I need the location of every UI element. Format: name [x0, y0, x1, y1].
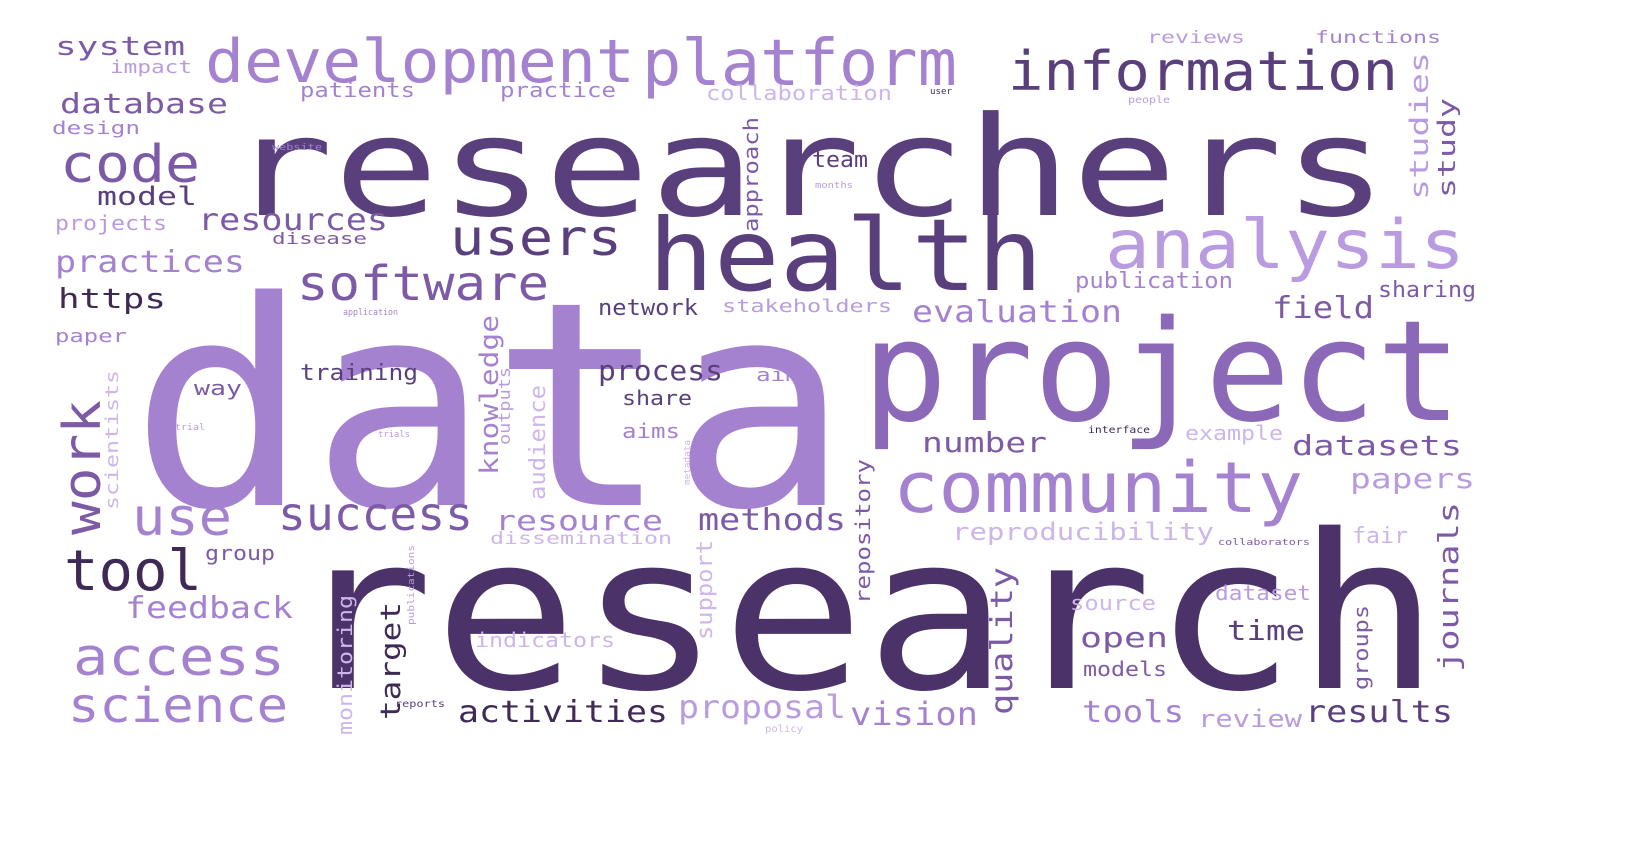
word-resources: resources	[198, 203, 388, 238]
word-projects: projects	[55, 211, 167, 235]
word-results: results	[1305, 695, 1453, 730]
word-analysis: analysis	[1105, 206, 1465, 285]
word-groups: groups	[1349, 605, 1373, 690]
word-design: design	[52, 118, 140, 139]
word-policy: policy	[765, 724, 803, 735]
word-datasets: datasets	[1292, 429, 1462, 462]
word-feedback: feedback	[125, 591, 293, 626]
word-collaboration: collaboration	[706, 81, 892, 105]
word-functions: functions	[1315, 28, 1441, 48]
word-team: team	[812, 148, 868, 173]
word-training: training	[300, 361, 418, 386]
word-dissemination: dissemination	[490, 529, 672, 549]
word-target: target	[374, 602, 407, 720]
word-research: research	[290, 488, 1440, 739]
word-database: database	[60, 87, 228, 120]
word-sharing: sharing	[1378, 278, 1476, 303]
word-tools: tools	[1082, 695, 1184, 730]
word-models: models	[1083, 657, 1167, 681]
word-platform: platform	[642, 27, 957, 101]
word-quality: quality	[985, 567, 1020, 715]
word-activities: activities	[458, 695, 668, 730]
word-community: community	[893, 447, 1303, 529]
word-methods: methods	[698, 503, 846, 538]
word-trials: trials	[378, 430, 410, 440]
word-outputs: outputs	[495, 367, 514, 445]
word-researchers: researchers	[228, 87, 1388, 248]
word-knowledge: knowledge	[475, 315, 505, 475]
word-vision: vision	[850, 695, 978, 733]
word-study: study	[1433, 98, 1461, 198]
word-open: open	[1080, 621, 1168, 654]
word-practice: practice	[500, 78, 616, 102]
word-proposal: proposal	[678, 688, 846, 726]
word-website: website	[272, 143, 322, 153]
word-metadata: metadata	[683, 440, 693, 485]
word-publication: publication	[1075, 269, 1233, 294]
word-group: group	[205, 541, 275, 565]
word-collaborators: collaborators	[1218, 538, 1310, 548]
word-practices: practices	[55, 245, 245, 280]
word-aim: aim	[756, 365, 800, 386]
word-health: health	[648, 197, 1043, 314]
word-dataset: dataset	[1215, 581, 1311, 605]
word-support: support	[693, 540, 718, 640]
word-indicators: indicators	[475, 628, 615, 652]
word-process: process	[598, 354, 723, 387]
word-evaluation: evaluation	[912, 295, 1122, 330]
word-way: way	[194, 376, 242, 400]
word-disease: disease	[272, 229, 367, 248]
word-patients: patients	[300, 78, 415, 102]
word-work: work	[53, 400, 113, 535]
word-example: example	[1185, 421, 1283, 445]
word-review: review	[1198, 705, 1303, 733]
word-https: https	[58, 282, 166, 315]
word-access: access	[73, 628, 285, 688]
word-scientists: scientists	[102, 370, 123, 510]
word-publications: publications	[407, 545, 417, 625]
word-system: system	[55, 32, 185, 62]
word-repository: repository	[851, 459, 875, 604]
word-monitoring: monitoring	[333, 595, 357, 735]
word-people: people	[1128, 95, 1170, 106]
word-use: use	[132, 488, 232, 548]
word-software: software	[297, 256, 549, 312]
word-studies: studies	[1405, 52, 1435, 200]
word-tool: tool	[64, 539, 202, 604]
word-reproducibility: reproducibility	[952, 518, 1214, 546]
word-approach: approach	[739, 117, 763, 232]
word-information: information	[1008, 40, 1398, 103]
word-application: application	[343, 308, 398, 318]
word-audience: audience	[526, 385, 551, 500]
word-users: users	[450, 209, 622, 267]
word-project: project	[862, 291, 1462, 454]
word-journals: journals	[1432, 502, 1465, 672]
word-share: share	[622, 386, 692, 410]
word-science: science	[68, 678, 288, 734]
word-number: number	[922, 426, 1047, 459]
word-model: model	[97, 182, 197, 212]
word-field: field	[1272, 291, 1374, 326]
word-stakeholders: stakeholders	[722, 296, 892, 317]
word-papers: papers	[1350, 462, 1475, 495]
word-paper: paper	[55, 326, 127, 347]
word-aims: aims	[622, 419, 680, 443]
word-success: success	[278, 487, 473, 541]
word-months: months	[815, 181, 853, 191]
word-reviews: reviews	[1147, 28, 1245, 48]
word-resource: resource	[495, 504, 663, 537]
word-impact: impact	[110, 57, 192, 78]
word-reports: reports	[395, 699, 445, 710]
word-code: code	[60, 135, 200, 195]
word-time: time	[1227, 614, 1305, 647]
word-fair: fair	[1352, 524, 1408, 549]
word-data: data	[130, 241, 850, 573]
word-interface: interface	[1088, 425, 1150, 436]
word-development: development	[205, 27, 635, 97]
word-user: user	[930, 87, 953, 97]
word-source: source	[1070, 591, 1156, 615]
word-network: network	[598, 296, 698, 321]
word-trial: trial	[175, 423, 205, 433]
